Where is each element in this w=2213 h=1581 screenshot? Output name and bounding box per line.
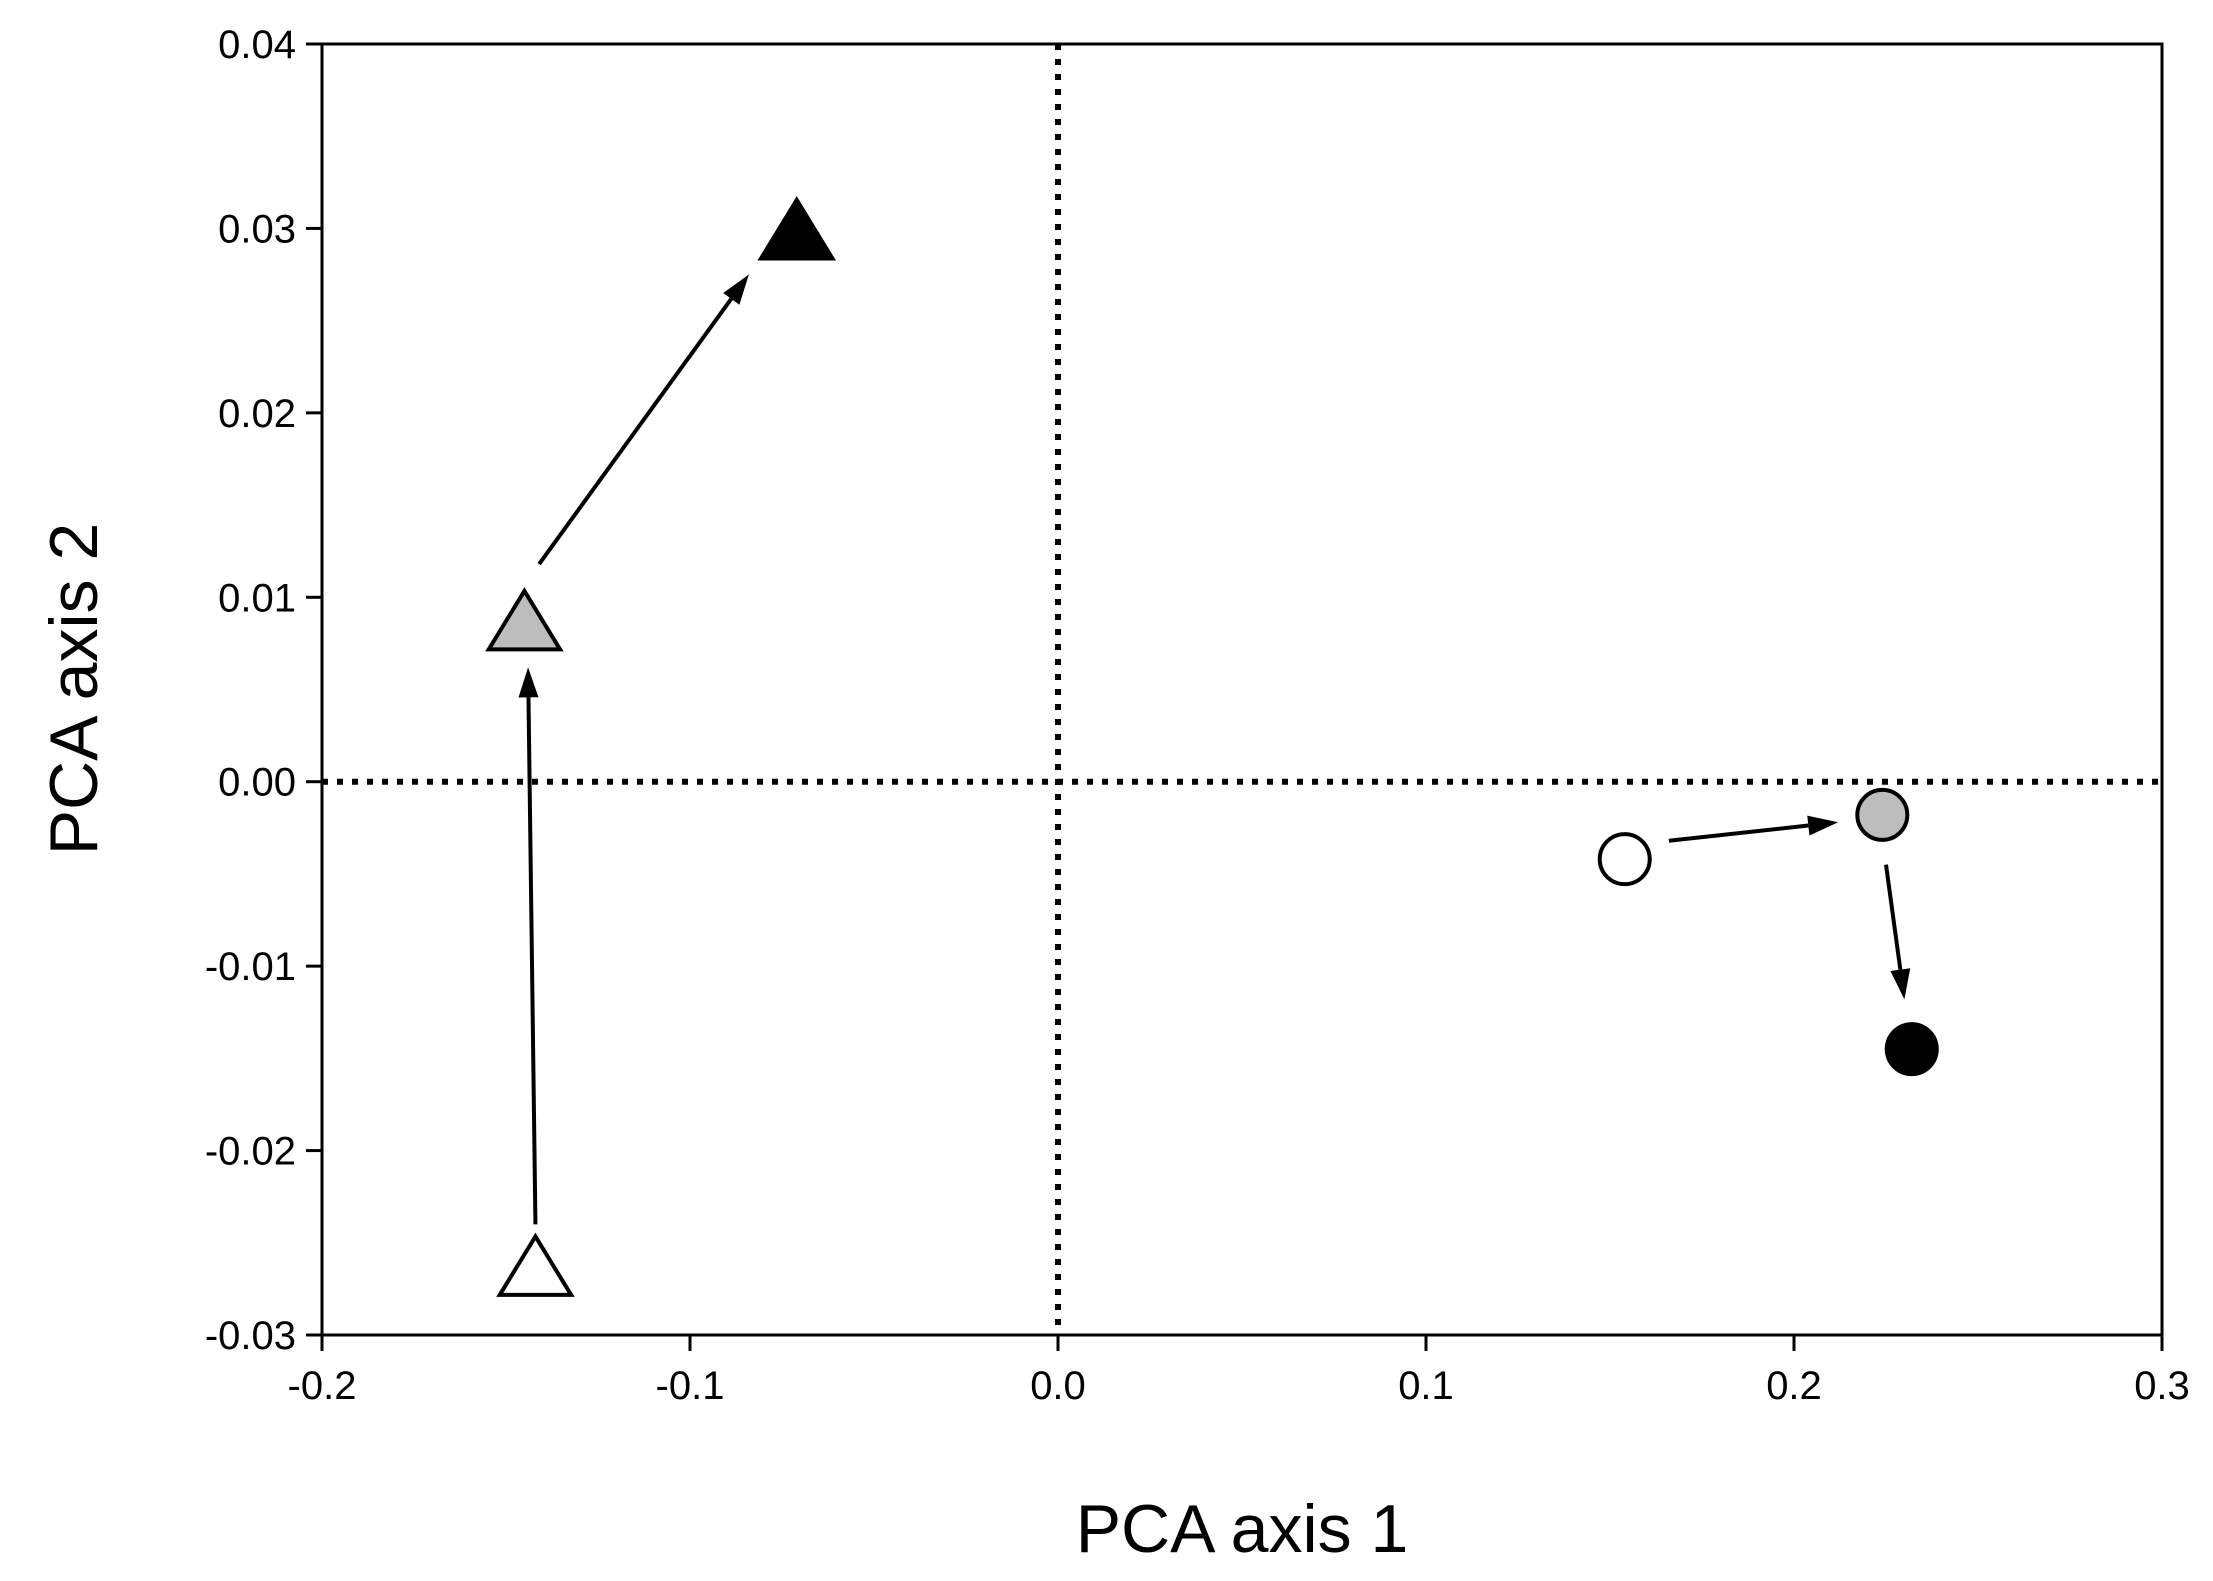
y-tick-label: 0.00 [218,761,296,805]
y-tick-label: -0.03 [205,1314,296,1358]
x-tick-label: 0.2 [1766,1364,1822,1408]
y-axis-ticks: -0.03 -0.02 -0.01 0.00 0.01 0.02 0.03 0.04 [205,23,322,1358]
x-tick-label: -0.2 [288,1364,357,1408]
x-axis-title: PCA axis 1 [1076,1491,1409,1567]
triangle-marker [485,587,564,652]
x-tick-label: -0.1 [656,1364,725,1408]
y-tick-label: 0.04 [218,23,296,67]
y-axis-title: PCA axis 2 [36,523,112,856]
circle-marker [1597,832,1652,887]
x-axis-ticks: -0.2 -0.1 0.0 0.1 0.2 0.3 [288,1335,2190,1408]
arrow-shaft [1884,864,1903,970]
x-tick-label: 0.1 [1398,1364,1454,1408]
y-tick-label: 0.01 [218,576,296,620]
triangle-marker [757,196,836,261]
arrow-shaft [537,297,733,566]
y-tick-label: -0.01 [205,945,296,989]
y-tick-label: -0.02 [205,1130,296,1174]
arrow-shaft [526,697,538,1225]
x-tick-label: 0.0 [1030,1364,1086,1408]
arrow-shaft [1668,823,1809,843]
y-tick-label: 0.02 [218,392,296,436]
arrow-head [723,274,749,305]
arrows [518,274,1911,1225]
arrow-head [1890,968,1911,1000]
triangle-marker [496,1232,575,1297]
data-points [485,196,1939,1297]
y-tick-label: 0.03 [218,207,296,251]
circle-marker [1884,1022,1939,1077]
plot-frame [320,42,2164,1337]
arrow-head [518,667,539,698]
x-tick-label: 0.3 [2134,1364,2190,1408]
arrow-head [1807,815,1839,836]
reference-lines [322,44,2162,1335]
circle-marker [1855,787,1910,842]
